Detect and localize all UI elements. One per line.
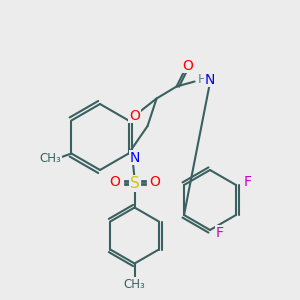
Text: O: O	[182, 58, 193, 73]
Text: O: O	[109, 176, 120, 190]
Text: N: N	[205, 73, 215, 86]
Text: O: O	[129, 109, 140, 122]
Text: CH₃: CH₃	[124, 278, 146, 291]
Text: N: N	[129, 151, 140, 164]
Text: F: F	[244, 175, 252, 189]
Text: F: F	[216, 226, 224, 240]
Text: O: O	[149, 176, 160, 190]
Text: H: H	[198, 73, 207, 86]
Text: CH₃: CH₃	[40, 152, 61, 165]
Text: S: S	[130, 176, 140, 191]
